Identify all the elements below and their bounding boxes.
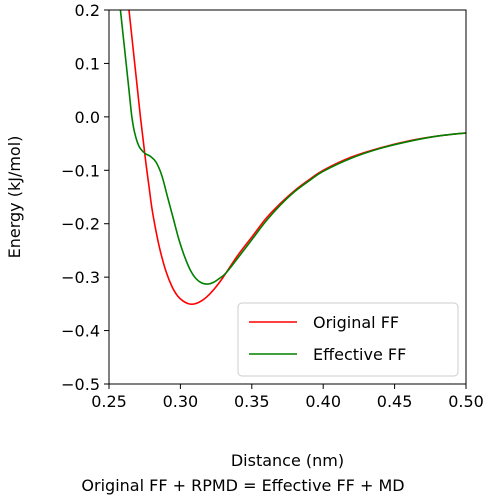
x-tick-label: 0.35 [234, 392, 270, 411]
y-tick-label: −0.3 [61, 268, 100, 287]
x-tick-label: 0.30 [163, 392, 199, 411]
x-tick-label: 0.40 [305, 392, 341, 411]
x-tick-label: 0.50 [448, 392, 484, 411]
series-layer [119, 10, 466, 306]
figure-caption: Original FF + RPMD = Effective FF + MD [81, 476, 404, 495]
series-line-original-ff [128, 10, 466, 306]
plot-frame [108, 9, 467, 385]
y-tick-label: 0.0 [75, 108, 100, 127]
y-tick-label: −0.5 [61, 375, 100, 394]
y-tick-label: 0.2 [75, 1, 100, 20]
x-tick-label: 0.45 [377, 392, 413, 411]
y-tick-label: −0.2 [61, 215, 100, 234]
legend: Original FF Effective FF [237, 302, 459, 377]
legend-label-original-ff: Original FF [313, 313, 399, 332]
legend-label-effective-ff: Effective FF [313, 345, 406, 364]
y-tick-label: −0.1 [61, 161, 100, 180]
axes-layer: 0.25 0.30 0.35 0.40 0.45 0.50 0.2 0.1 0.0 −0.1 −0.… [61, 1, 484, 411]
x-tick-label: 0.25 [91, 392, 127, 411]
y-tick-label: 0.1 [75, 54, 100, 73]
y-tick-label: −0.4 [61, 322, 100, 341]
series-line-effective-ff [119, 10, 466, 285]
x-axis-label: Distance (nm) [231, 451, 344, 470]
y-axis-label: Energy (kJ/mol) [5, 136, 24, 259]
